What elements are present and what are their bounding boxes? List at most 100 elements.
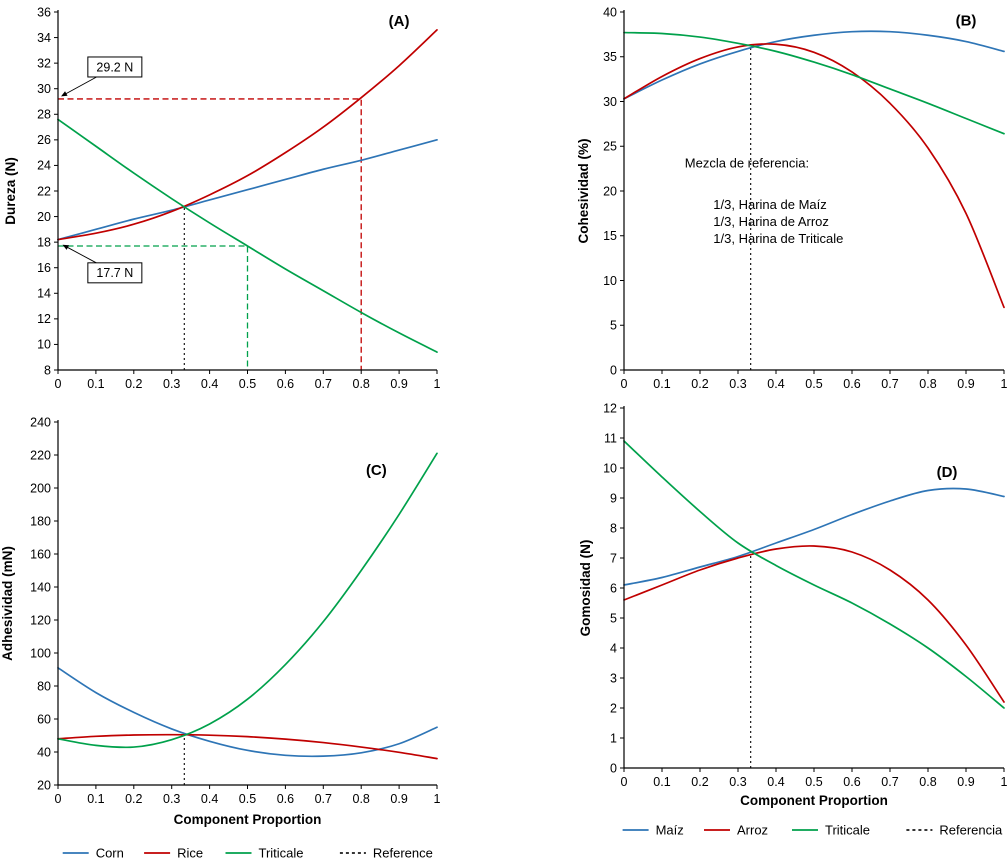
y-tick-label: 180	[30, 514, 51, 528]
x-tick-label: 0.4	[767, 377, 784, 391]
guide-dashed-line	[58, 245, 249, 370]
y-tick-label: 6	[610, 581, 617, 595]
panel-b-container: 0 5 10 15 20 25 30 35 40 0 0.1 0.2 0.3 0.4 0.5 0.6 0.7 0.…	[504, 0, 1008, 405]
x-tick-label: 0.5	[239, 792, 256, 806]
y-tick-label: 34	[37, 31, 51, 45]
y-tick-label: 200	[30, 481, 51, 495]
y-tick-label: 22	[37, 184, 51, 198]
y-tick-label: 10	[603, 274, 617, 288]
x-tick-label: 0.5	[805, 775, 822, 789]
note-line: 1/3, Harina de Maíz	[713, 197, 826, 212]
legend-label-corn: Corn	[96, 846, 124, 861]
x-tick-label: 0.6	[843, 775, 860, 789]
x-tick-label: 0.8	[919, 775, 936, 789]
x-tick-label: 1	[434, 792, 441, 806]
y-tick-label: 30	[603, 95, 617, 109]
x-tick-label: 0.5	[239, 377, 256, 391]
legend-label-reference: Reference	[373, 846, 433, 861]
x-tick-label: 0.2	[125, 377, 142, 391]
y-tick-label: 8	[610, 521, 617, 535]
y-tick-label: 4	[610, 641, 617, 655]
x-tick-label: 0	[55, 377, 62, 391]
y-tick-label: 7	[610, 551, 617, 565]
x-tick-label: 0.7	[315, 377, 332, 391]
x-tick-label: 0.2	[691, 775, 708, 789]
y-axis-title: Dureza (N)	[3, 157, 18, 225]
y-tick-label: 140	[30, 580, 51, 594]
series-maz	[623, 487, 1005, 586]
x-tick-label: 0.8	[353, 377, 370, 391]
x-tick-label: 0	[55, 792, 62, 806]
legend-label-arroz: Arroz	[737, 823, 768, 838]
legend-label-triticale: Triticale	[259, 846, 304, 861]
x-tick-label: 0.3	[163, 792, 180, 806]
y-tick-label: 0	[610, 363, 617, 377]
y-tick-label: 80	[37, 679, 51, 693]
y-tick-label: 30	[37, 82, 51, 96]
y-tick-label: 2	[610, 701, 617, 715]
legend-label-triticale: Triticale	[825, 823, 870, 838]
y-tick-label: 3	[610, 671, 617, 685]
y-tick-label: 35	[603, 50, 617, 64]
y-axis-title: Adhesividad (mN)	[0, 546, 15, 661]
series-corn	[57, 667, 438, 758]
y-tick-label: 15	[603, 229, 617, 243]
y-tick-label: 220	[30, 448, 51, 462]
y-tick-label: 60	[37, 712, 51, 726]
x-axis-title: Component Proportion	[174, 812, 322, 827]
series-rice	[57, 733, 438, 760]
panel-letter-label: (B)	[956, 12, 977, 29]
y-tick-label: 40	[603, 5, 617, 19]
y-tick-label: 9	[610, 491, 617, 505]
series-triticale	[57, 118, 438, 353]
y-tick-label: 240	[30, 415, 51, 429]
note-line: 1/3, Harina de Arroz	[713, 214, 829, 229]
x-tick-label: 1	[434, 377, 441, 391]
x-tick-label: 0	[621, 775, 628, 789]
x-tick-label: 0.9	[957, 775, 974, 789]
callout-value-label: 29.2 N	[96, 60, 133, 74]
legend: Corn Rice Triticale Reference	[62, 846, 433, 861]
x-tick-label: 0.7	[881, 377, 898, 391]
panel-c-container: 20 40 60 80 100 120 140 160 180 200 220 240 0 0.1 0.2 0…	[0, 400, 504, 865]
callout-box	[87, 56, 143, 78]
x-tick-label: 0.1	[653, 377, 670, 391]
series-maz	[623, 30, 1005, 100]
legend: Maíz Arroz Triticale Referencia	[622, 823, 1003, 838]
y-tick-label: 24	[37, 159, 51, 173]
y-tick-label: 5	[610, 611, 617, 625]
x-tick-label: 0.1	[87, 792, 104, 806]
series-rice	[57, 29, 438, 241]
series-arroz	[623, 43, 1005, 309]
series-triticale	[57, 452, 438, 749]
y-tick-label: 18	[37, 235, 51, 249]
axes: 20 40 60 80 100 120 140 160 180 200 220 240 0 0.1 0.2 0…	[30, 415, 440, 806]
x-tick-label: 0.3	[729, 377, 746, 391]
y-tick-label: 10	[37, 338, 51, 352]
y-tick-label: 28	[37, 108, 51, 122]
x-axis-title: Component Proportion	[740, 793, 888, 808]
guide-dashed-line	[58, 98, 362, 370]
x-tick-label: 0.4	[201, 377, 218, 391]
y-tick-label: 20	[603, 184, 617, 198]
y-tick-label: 8	[44, 363, 51, 377]
y-tick-label: 100	[30, 646, 51, 660]
note-line: 1/3, Harina de Triticale	[713, 231, 843, 246]
note-title: Mezcla de referencia:	[685, 156, 809, 171]
y-axis-title: Gomosidad (N)	[578, 540, 593, 637]
y-tick-label: 36	[37, 5, 51, 19]
y-tick-label: 40	[37, 745, 51, 759]
callout-arrow-head	[61, 91, 68, 97]
series-triticale	[623, 31, 1005, 135]
y-tick-label: 20	[37, 778, 51, 792]
x-tick-label: 0.2	[691, 377, 708, 391]
y-tick-label: 1	[610, 731, 617, 745]
y-tick-label: 10	[603, 461, 617, 475]
y-tick-label: 11	[604, 431, 617, 445]
axes: 0 5 10 15 20 25 30 35 40 0 0.1 0.2 0.3 0.4 0.5 0.6 0.7 0.…	[603, 5, 1007, 391]
x-tick-label: 0.4	[201, 792, 218, 806]
panel-letter-label: (A)	[389, 13, 410, 30]
x-tick-label: 0.9	[390, 792, 407, 806]
